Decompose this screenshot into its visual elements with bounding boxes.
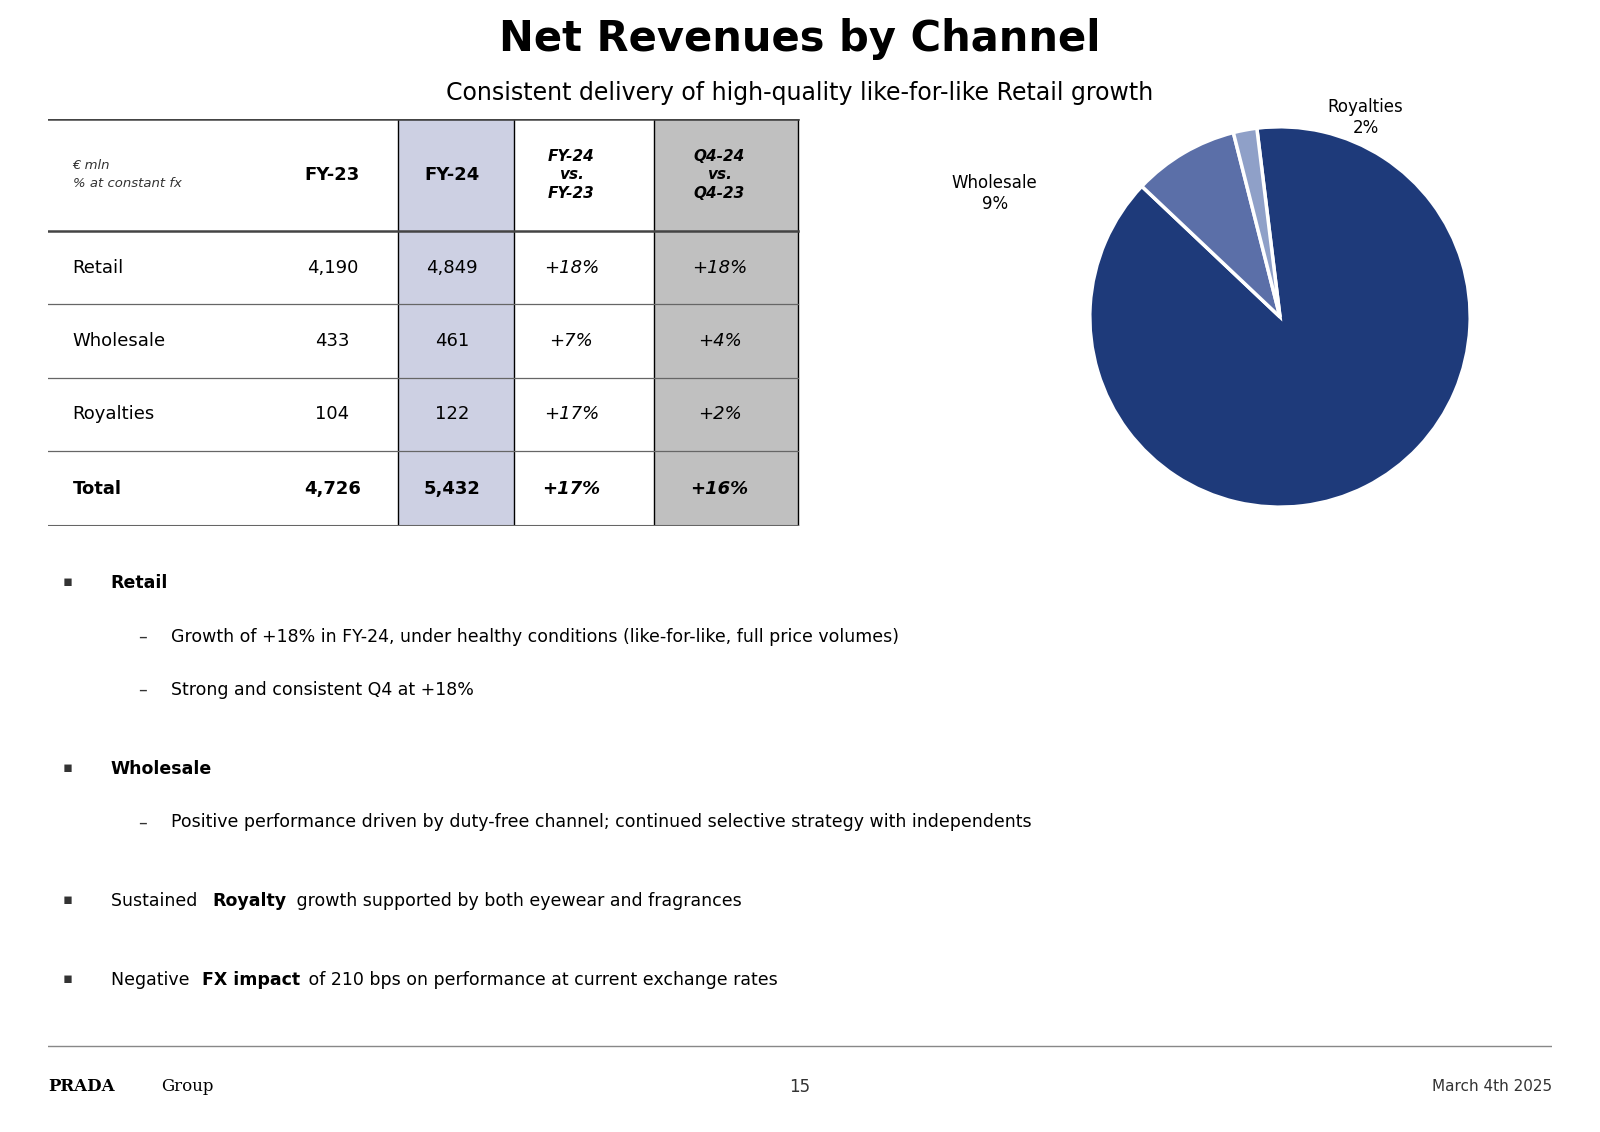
Text: +18%: +18% <box>544 258 598 276</box>
Text: 15: 15 <box>789 1078 811 1096</box>
Text: ▪: ▪ <box>62 760 74 775</box>
Wedge shape <box>1090 127 1470 507</box>
Text: 104: 104 <box>315 405 349 423</box>
Text: +4%: +4% <box>698 332 741 350</box>
Text: 4,849: 4,849 <box>426 258 477 276</box>
Text: 461: 461 <box>435 332 469 350</box>
Wedge shape <box>1142 132 1280 317</box>
Text: +7%: +7% <box>549 332 594 350</box>
Text: FX impact: FX impact <box>202 971 301 989</box>
Text: Wholesale: Wholesale <box>110 760 213 778</box>
Text: 5,432: 5,432 <box>424 480 480 498</box>
Text: Growth of +18% in FY-24, under healthy conditions (like-for-like, full price vol: Growth of +18% in FY-24, under healthy c… <box>171 627 899 645</box>
Text: Q4-24
vs.
Q4-23: Q4-24 vs. Q4-23 <box>694 148 746 201</box>
FancyBboxPatch shape <box>654 119 798 526</box>
Text: Positive performance driven by duty-free channel; continued selective strategy w: Positive performance driven by duty-free… <box>171 813 1032 831</box>
Text: 122: 122 <box>435 405 469 423</box>
Text: –: – <box>138 627 147 645</box>
Text: Total: Total <box>72 480 122 498</box>
Text: Retail: Retail <box>110 574 168 592</box>
Text: FY-24: FY-24 <box>424 166 480 183</box>
Text: Wholesale
9%: Wholesale 9% <box>952 174 1038 213</box>
Text: March 4th 2025: March 4th 2025 <box>1432 1079 1552 1095</box>
Text: Retail: Retail <box>72 258 123 276</box>
Text: Net Revenues by Channel: Net Revenues by Channel <box>499 18 1101 60</box>
Text: PRADA: PRADA <box>48 1078 115 1096</box>
Text: +18%: +18% <box>691 258 747 276</box>
Text: FY-24
vs.
FY-23: FY-24 vs. FY-23 <box>547 148 595 201</box>
Text: Retail
89%: Retail 89% <box>1048 619 1112 661</box>
Text: Royalties: Royalties <box>72 405 155 423</box>
Text: of 210 bps on performance at current exchange rates: of 210 bps on performance at current exc… <box>304 971 778 989</box>
Text: 433: 433 <box>315 332 349 350</box>
Text: FY-23: FY-23 <box>304 166 360 183</box>
Text: Sustained: Sustained <box>110 892 203 910</box>
Text: +2%: +2% <box>698 405 741 423</box>
Text: ▪: ▪ <box>62 574 74 590</box>
Text: –: – <box>138 813 147 831</box>
Text: ▪: ▪ <box>62 892 74 907</box>
Text: +17%: +17% <box>542 480 600 498</box>
Text: Royalties
2%: Royalties 2% <box>1328 97 1403 137</box>
Text: Wholesale: Wholesale <box>72 332 166 350</box>
Text: Group: Group <box>160 1078 213 1096</box>
Text: ▪: ▪ <box>62 971 74 986</box>
Text: Negative: Negative <box>110 971 195 989</box>
Text: Royalty: Royalty <box>213 892 286 910</box>
Text: –: – <box>138 681 147 700</box>
Wedge shape <box>1234 128 1280 317</box>
Text: growth supported by both eyewear and fragrances: growth supported by both eyewear and fra… <box>291 892 742 910</box>
Text: 4,190: 4,190 <box>307 258 358 276</box>
Text: +17%: +17% <box>544 405 598 423</box>
FancyBboxPatch shape <box>398 119 514 526</box>
Text: 4,726: 4,726 <box>304 480 360 498</box>
Text: Strong and consistent Q4 at +18%: Strong and consistent Q4 at +18% <box>171 681 474 700</box>
Text: Consistent delivery of high-quality like-for-like Retail growth: Consistent delivery of high-quality like… <box>446 80 1154 105</box>
Text: € mln
% at constant fx: € mln % at constant fx <box>72 160 181 190</box>
Text: +16%: +16% <box>691 480 749 498</box>
